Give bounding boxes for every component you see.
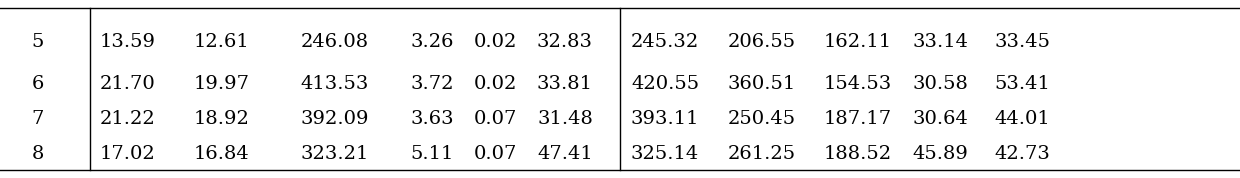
Text: 413.53: 413.53 <box>301 75 370 93</box>
Text: 31.48: 31.48 <box>537 110 593 128</box>
Text: 13.59: 13.59 <box>100 33 156 51</box>
Text: 187.17: 187.17 <box>823 110 892 128</box>
Text: 6: 6 <box>32 75 45 93</box>
Text: 0.07: 0.07 <box>474 110 517 128</box>
Text: 162.11: 162.11 <box>823 33 892 51</box>
Text: 5.11: 5.11 <box>410 145 454 163</box>
Text: 53.41: 53.41 <box>994 75 1050 93</box>
Text: 154.53: 154.53 <box>823 75 892 93</box>
Text: 45.89: 45.89 <box>913 145 968 163</box>
Text: 245.32: 245.32 <box>631 33 699 51</box>
Text: 392.09: 392.09 <box>301 110 370 128</box>
Text: 0.07: 0.07 <box>474 145 517 163</box>
Text: 261.25: 261.25 <box>728 145 796 163</box>
Text: 7: 7 <box>32 110 45 128</box>
Text: 3.72: 3.72 <box>410 75 454 93</box>
Text: 8: 8 <box>32 145 45 163</box>
Text: 206.55: 206.55 <box>728 33 796 51</box>
Text: 21.22: 21.22 <box>100 110 156 128</box>
Text: 3.26: 3.26 <box>410 33 454 51</box>
Text: 33.45: 33.45 <box>994 33 1050 51</box>
Text: 30.58: 30.58 <box>913 75 968 93</box>
Text: 17.02: 17.02 <box>100 145 156 163</box>
Text: 3.63: 3.63 <box>410 110 454 128</box>
Text: 0.02: 0.02 <box>474 33 517 51</box>
Text: 323.21: 323.21 <box>301 145 370 163</box>
Text: 21.70: 21.70 <box>100 75 156 93</box>
Text: 18.92: 18.92 <box>195 110 250 128</box>
Text: 16.84: 16.84 <box>195 145 250 163</box>
Text: 30.64: 30.64 <box>913 110 968 128</box>
Text: 360.51: 360.51 <box>728 75 796 93</box>
Text: 32.83: 32.83 <box>537 33 593 51</box>
Text: 188.52: 188.52 <box>823 145 892 163</box>
Text: 44.01: 44.01 <box>994 110 1050 128</box>
Text: 19.97: 19.97 <box>193 75 250 93</box>
Text: 246.08: 246.08 <box>301 33 370 51</box>
Text: 5: 5 <box>32 33 45 51</box>
Text: 325.14: 325.14 <box>631 145 699 163</box>
Text: 33.81: 33.81 <box>537 75 593 93</box>
Text: 420.55: 420.55 <box>631 75 699 93</box>
Text: 0.02: 0.02 <box>474 75 517 93</box>
Text: 42.73: 42.73 <box>994 145 1050 163</box>
Text: 33.14: 33.14 <box>911 33 968 51</box>
Text: 47.41: 47.41 <box>537 145 593 163</box>
Text: 12.61: 12.61 <box>195 33 250 51</box>
Text: 393.11: 393.11 <box>631 110 699 128</box>
Text: 250.45: 250.45 <box>728 110 796 128</box>
